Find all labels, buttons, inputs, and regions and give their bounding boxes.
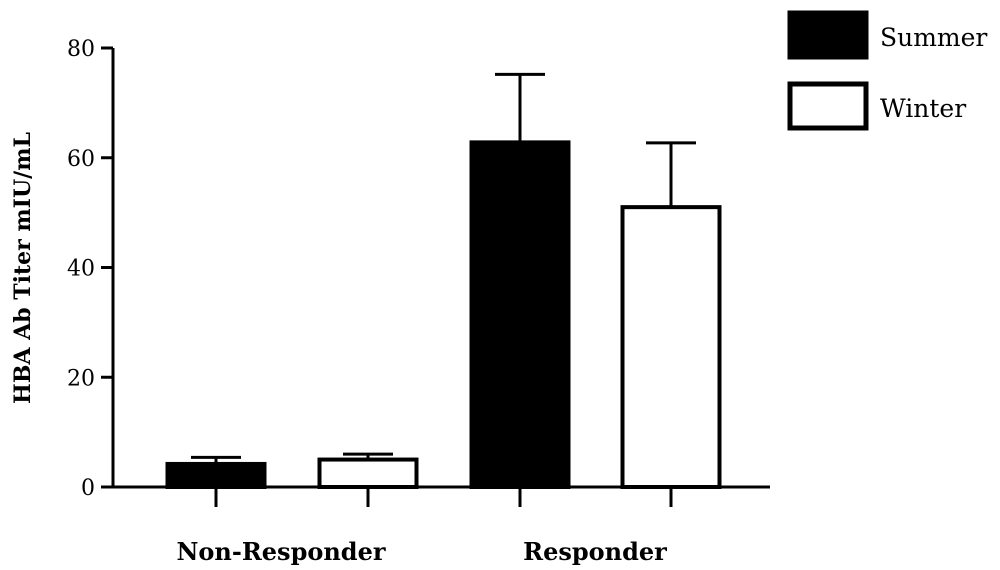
y-tick-label: 80 — [67, 37, 95, 62]
y-tick-label: 0 — [81, 476, 95, 501]
legend-label-summer: Summer — [880, 23, 987, 52]
bar-winter-1 — [620, 205, 722, 489]
legend-label-winter: Winter — [880, 94, 966, 123]
x-category-label: Non-Responder — [176, 537, 385, 566]
bar-summer-1 — [469, 140, 571, 489]
chart-labels: 0 20 40 60 80 Non-Responder Responder — [67, 37, 667, 566]
y-tick-label: 40 — [67, 257, 95, 282]
y-tick-label: 60 — [67, 147, 95, 172]
y-axis-label: HBA Ab Titer mIU/mL — [10, 132, 36, 404]
chart-bars — [165, 72, 722, 490]
y-tick-label: 20 — [67, 366, 95, 391]
legend-swatch-summer — [787, 10, 869, 60]
x-category-label: Responder — [523, 537, 667, 566]
legend-swatch-winter — [787, 81, 869, 131]
chart-legend: Summer Winter — [787, 10, 987, 131]
bar-winter-0 — [317, 457, 419, 489]
bar-summer-0 — [165, 461, 267, 490]
